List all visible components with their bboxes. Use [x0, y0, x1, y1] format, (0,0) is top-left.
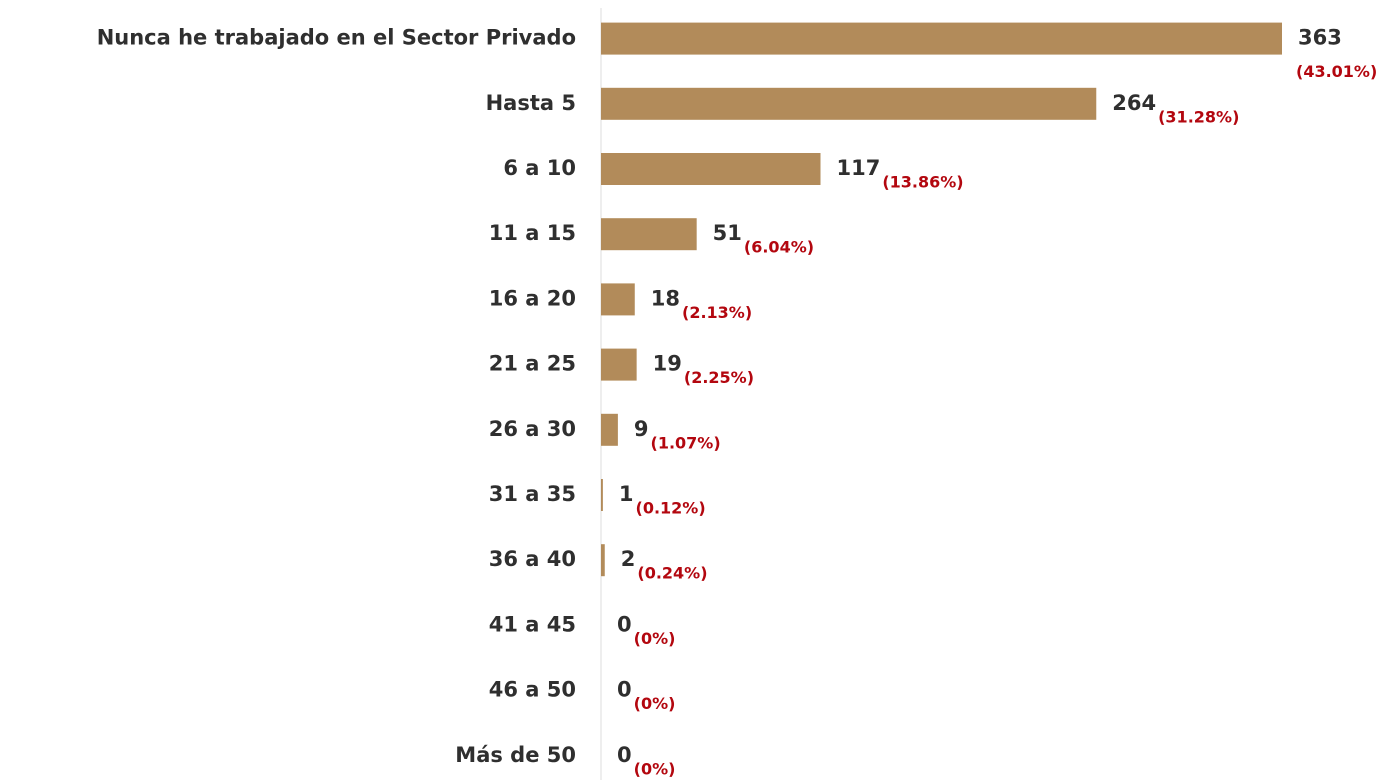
category-label: 21 a 25 [489, 352, 576, 376]
bar [601, 87, 1097, 120]
bar [601, 22, 1282, 55]
bar [601, 153, 821, 185]
value-label: 0 [617, 678, 632, 702]
bar [601, 283, 635, 316]
bar [601, 218, 697, 251]
percent-label: (1.07%) [651, 433, 721, 452]
bar [601, 413, 618, 446]
category-label: 41 a 45 [489, 612, 576, 636]
percent-label: (31.28%) [1158, 107, 1239, 126]
value-label: 117 [836, 156, 880, 180]
value-label: 0 [617, 612, 632, 636]
percent-label: (13.86%) [882, 173, 963, 192]
percent-label: (2.25%) [684, 368, 754, 387]
value-label: 18 [651, 286, 680, 310]
percent-label: (43.01%) [1296, 62, 1377, 81]
percent-label: (0.12%) [636, 499, 706, 518]
percent-label: (0%) [634, 759, 676, 778]
value-label: 0 [617, 743, 632, 767]
percent-label: (0%) [634, 629, 676, 648]
category-label: 36 a 40 [489, 547, 576, 571]
bar [601, 348, 637, 381]
category-label: Hasta 5 [486, 91, 576, 115]
percent-label: (0%) [634, 694, 676, 713]
category-label: 46 a 50 [489, 678, 576, 702]
category-label: 26 a 30 [489, 417, 576, 441]
bar [601, 544, 605, 577]
percent-label: (2.13%) [682, 303, 752, 322]
category-label: 16 a 20 [489, 286, 576, 310]
category-label: 31 a 35 [489, 482, 576, 506]
category-label: 11 a 15 [489, 221, 576, 245]
category-label: Nunca he trabajado en el Sector Privado [97, 26, 576, 50]
value-label: 363 [1298, 26, 1342, 50]
value-label: 1 [619, 482, 634, 506]
value-label: 9 [634, 417, 649, 441]
percent-label: (0.24%) [637, 564, 707, 583]
value-label: 51 [713, 221, 742, 245]
value-label: 2 [621, 547, 636, 571]
percent-label: (6.04%) [744, 238, 814, 257]
value-label: 264 [1112, 91, 1156, 115]
value-label: 19 [653, 352, 682, 376]
category-label: 6 a 10 [503, 156, 576, 180]
bar [601, 479, 603, 511]
category-label: Más de 50 [455, 743, 576, 767]
